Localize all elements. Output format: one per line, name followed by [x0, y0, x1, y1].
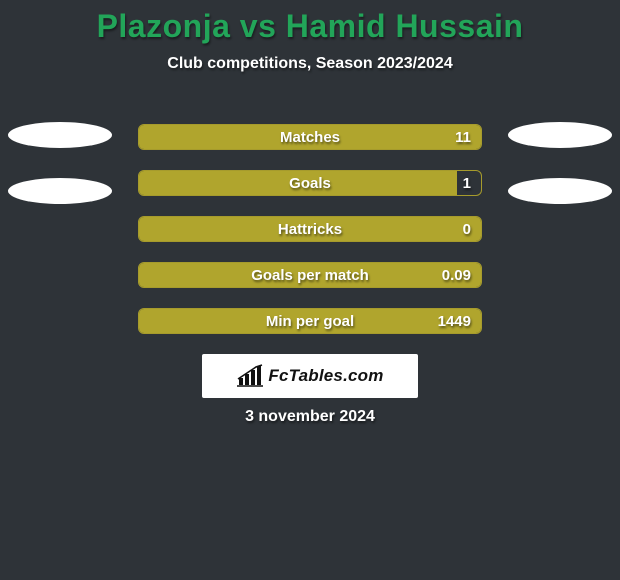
stat-row-goals: Goals 1	[138, 170, 482, 196]
page-title: Plazonja vs Hamid Hussain	[0, 0, 620, 45]
stat-row-matches: Matches 11	[138, 124, 482, 150]
decor-oval	[8, 178, 112, 204]
stat-value: 1	[463, 175, 471, 192]
stat-fill	[139, 309, 481, 333]
stat-fill	[139, 171, 457, 195]
stat-row-min-per-goal: Min per goal 1449	[138, 308, 482, 334]
bar-chart-icon	[236, 364, 264, 388]
decor-oval	[8, 122, 112, 148]
stat-fill	[139, 217, 481, 241]
stat-row-goals-per-match: Goals per match 0.09	[138, 262, 482, 288]
branding-badge: FcTables.com	[202, 354, 418, 398]
right-decor-column	[504, 122, 616, 204]
branding-text: FcTables.com	[268, 366, 383, 386]
date-text: 3 november 2024	[0, 408, 620, 426]
decor-oval	[508, 178, 612, 204]
stat-fill	[139, 125, 481, 149]
stats-list: Matches 11 Goals 1 Hattricks 0 Goals per…	[138, 124, 482, 334]
decor-oval	[508, 122, 612, 148]
left-decor-column	[4, 122, 116, 204]
stat-row-hattricks: Hattricks 0	[138, 216, 482, 242]
stat-fill	[139, 263, 481, 287]
subtitle: Club competitions, Season 2023/2024	[0, 55, 620, 73]
